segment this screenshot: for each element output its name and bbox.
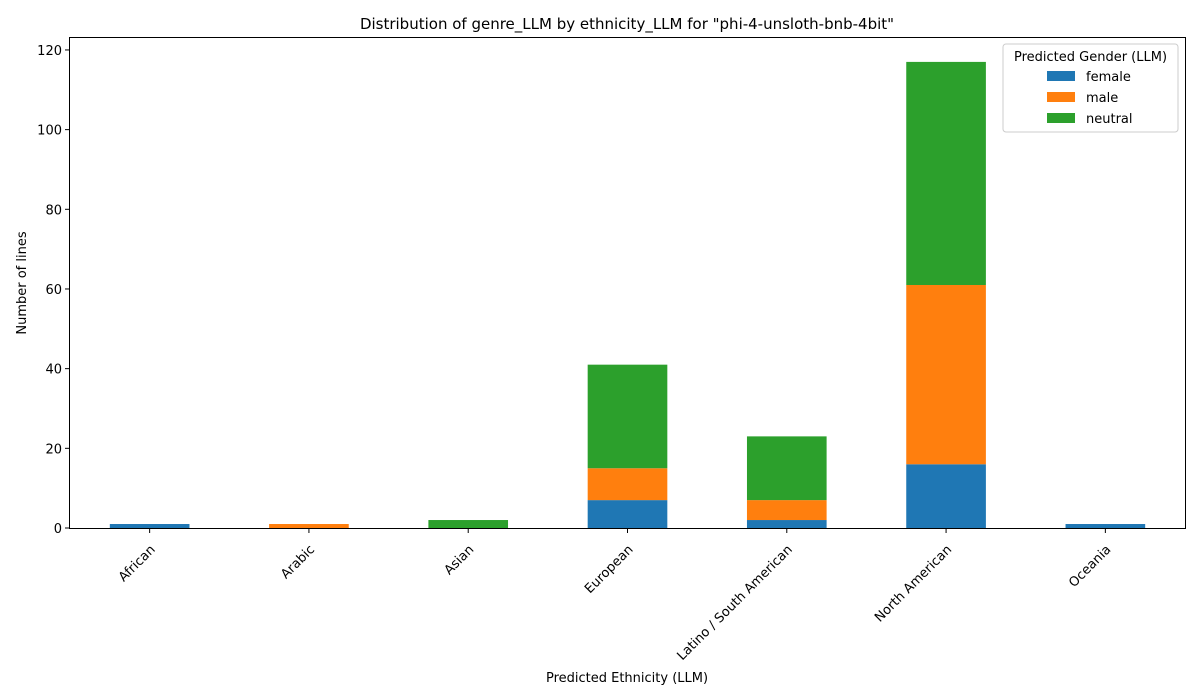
bar-female-4 — [746, 520, 827, 528]
x-tick-label: European — [582, 542, 636, 596]
x-axis-label: Predicted Ethnicity (LLM) — [546, 671, 708, 686]
y-tick-label: 100 — [37, 124, 62, 139]
chart-title: Distribution of genre_LLM by ethnicity_L… — [360, 15, 894, 34]
legend-title: Predicted Gender (LLM) — [1014, 50, 1167, 65]
plot-frame — [69, 37, 1186, 529]
legend-label-neutral: neutral — [1086, 112, 1133, 127]
bar-neutral-4 — [746, 436, 827, 501]
x-tick-label: Oceania — [1066, 542, 1114, 590]
legend-swatch-female — [1047, 71, 1075, 81]
bar-neutral-3 — [587, 364, 668, 469]
x-tick-label: African — [116, 542, 159, 585]
bar-male-5 — [906, 284, 986, 465]
bar-male-3 — [587, 468, 668, 501]
bar-female-5 — [906, 464, 986, 528]
y-axis: 0 20 40 60 80 100 120 — [37, 44, 70, 537]
bar-male-1 — [269, 524, 349, 528]
legend-label-female: female — [1086, 70, 1131, 85]
bar-female-3 — [587, 500, 668, 528]
bars-group — [109, 61, 1146, 528]
legend-swatch-male — [1047, 92, 1075, 102]
y-tick-label: 0 — [54, 522, 62, 537]
legend-box — [1002, 43, 1179, 133]
legend-swatch-neutral — [1047, 113, 1075, 123]
x-tick-label: Latino / South American — [675, 542, 796, 663]
x-tick-label: Asian — [442, 542, 478, 578]
bar-neutral-2 — [428, 520, 509, 528]
legend: Predicted Gender (LLM) female male neutral — [1002, 43, 1179, 133]
bar-male-4 — [746, 500, 827, 521]
y-tick-label: 80 — [45, 203, 62, 218]
legend-label-male: male — [1086, 91, 1118, 106]
x-tick-label: North American — [872, 542, 955, 625]
y-tick-label: 120 — [37, 44, 62, 59]
x-tick-label: Arabic — [278, 542, 318, 582]
y-tick-label: 20 — [45, 442, 62, 457]
bar-female-0 — [109, 524, 190, 528]
y-axis-label: Number of lines — [15, 231, 30, 334]
x-axis: African Arabic Asian European Latino / South… — [116, 528, 1114, 664]
y-tick-label: 40 — [45, 363, 62, 378]
bar-neutral-5 — [906, 61, 986, 285]
bar-female-6 — [1065, 524, 1146, 528]
y-tick-label: 60 — [45, 283, 62, 298]
